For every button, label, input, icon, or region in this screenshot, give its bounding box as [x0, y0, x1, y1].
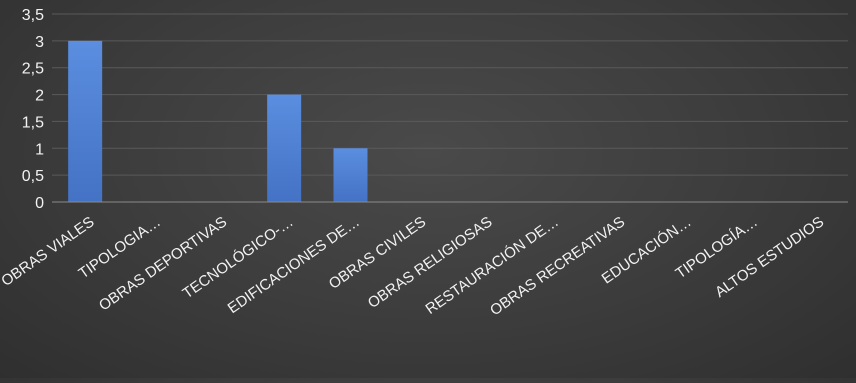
- x-tick-label: OBRAS RELIGIOSAS: [365, 213, 496, 312]
- y-tick-label: 1,5: [22, 114, 44, 131]
- x-tick-label: OBRAS DEPORTIVAS: [96, 213, 230, 314]
- x-tick-label: ALTOS ESTUDIOS: [712, 213, 827, 301]
- y-tick-label: 3,5: [22, 7, 44, 24]
- bar: [267, 95, 301, 202]
- y-tick-label: 0,5: [22, 168, 44, 185]
- grid-lines: [52, 14, 848, 175]
- y-tick-label: 3: [35, 34, 44, 51]
- y-tick-label: 1: [35, 141, 44, 158]
- bar: [334, 148, 368, 202]
- bar: [68, 41, 102, 202]
- x-tick-label: TECNOLÓGICO-…: [180, 213, 297, 302]
- y-tick-label: 2: [35, 88, 44, 105]
- y-axis-ticks: 0 0,5 1 1,5 2 2,5 3 3,5: [22, 7, 44, 212]
- y-tick-label: 0: [35, 195, 44, 212]
- y-tick-label: 2,5: [22, 61, 44, 78]
